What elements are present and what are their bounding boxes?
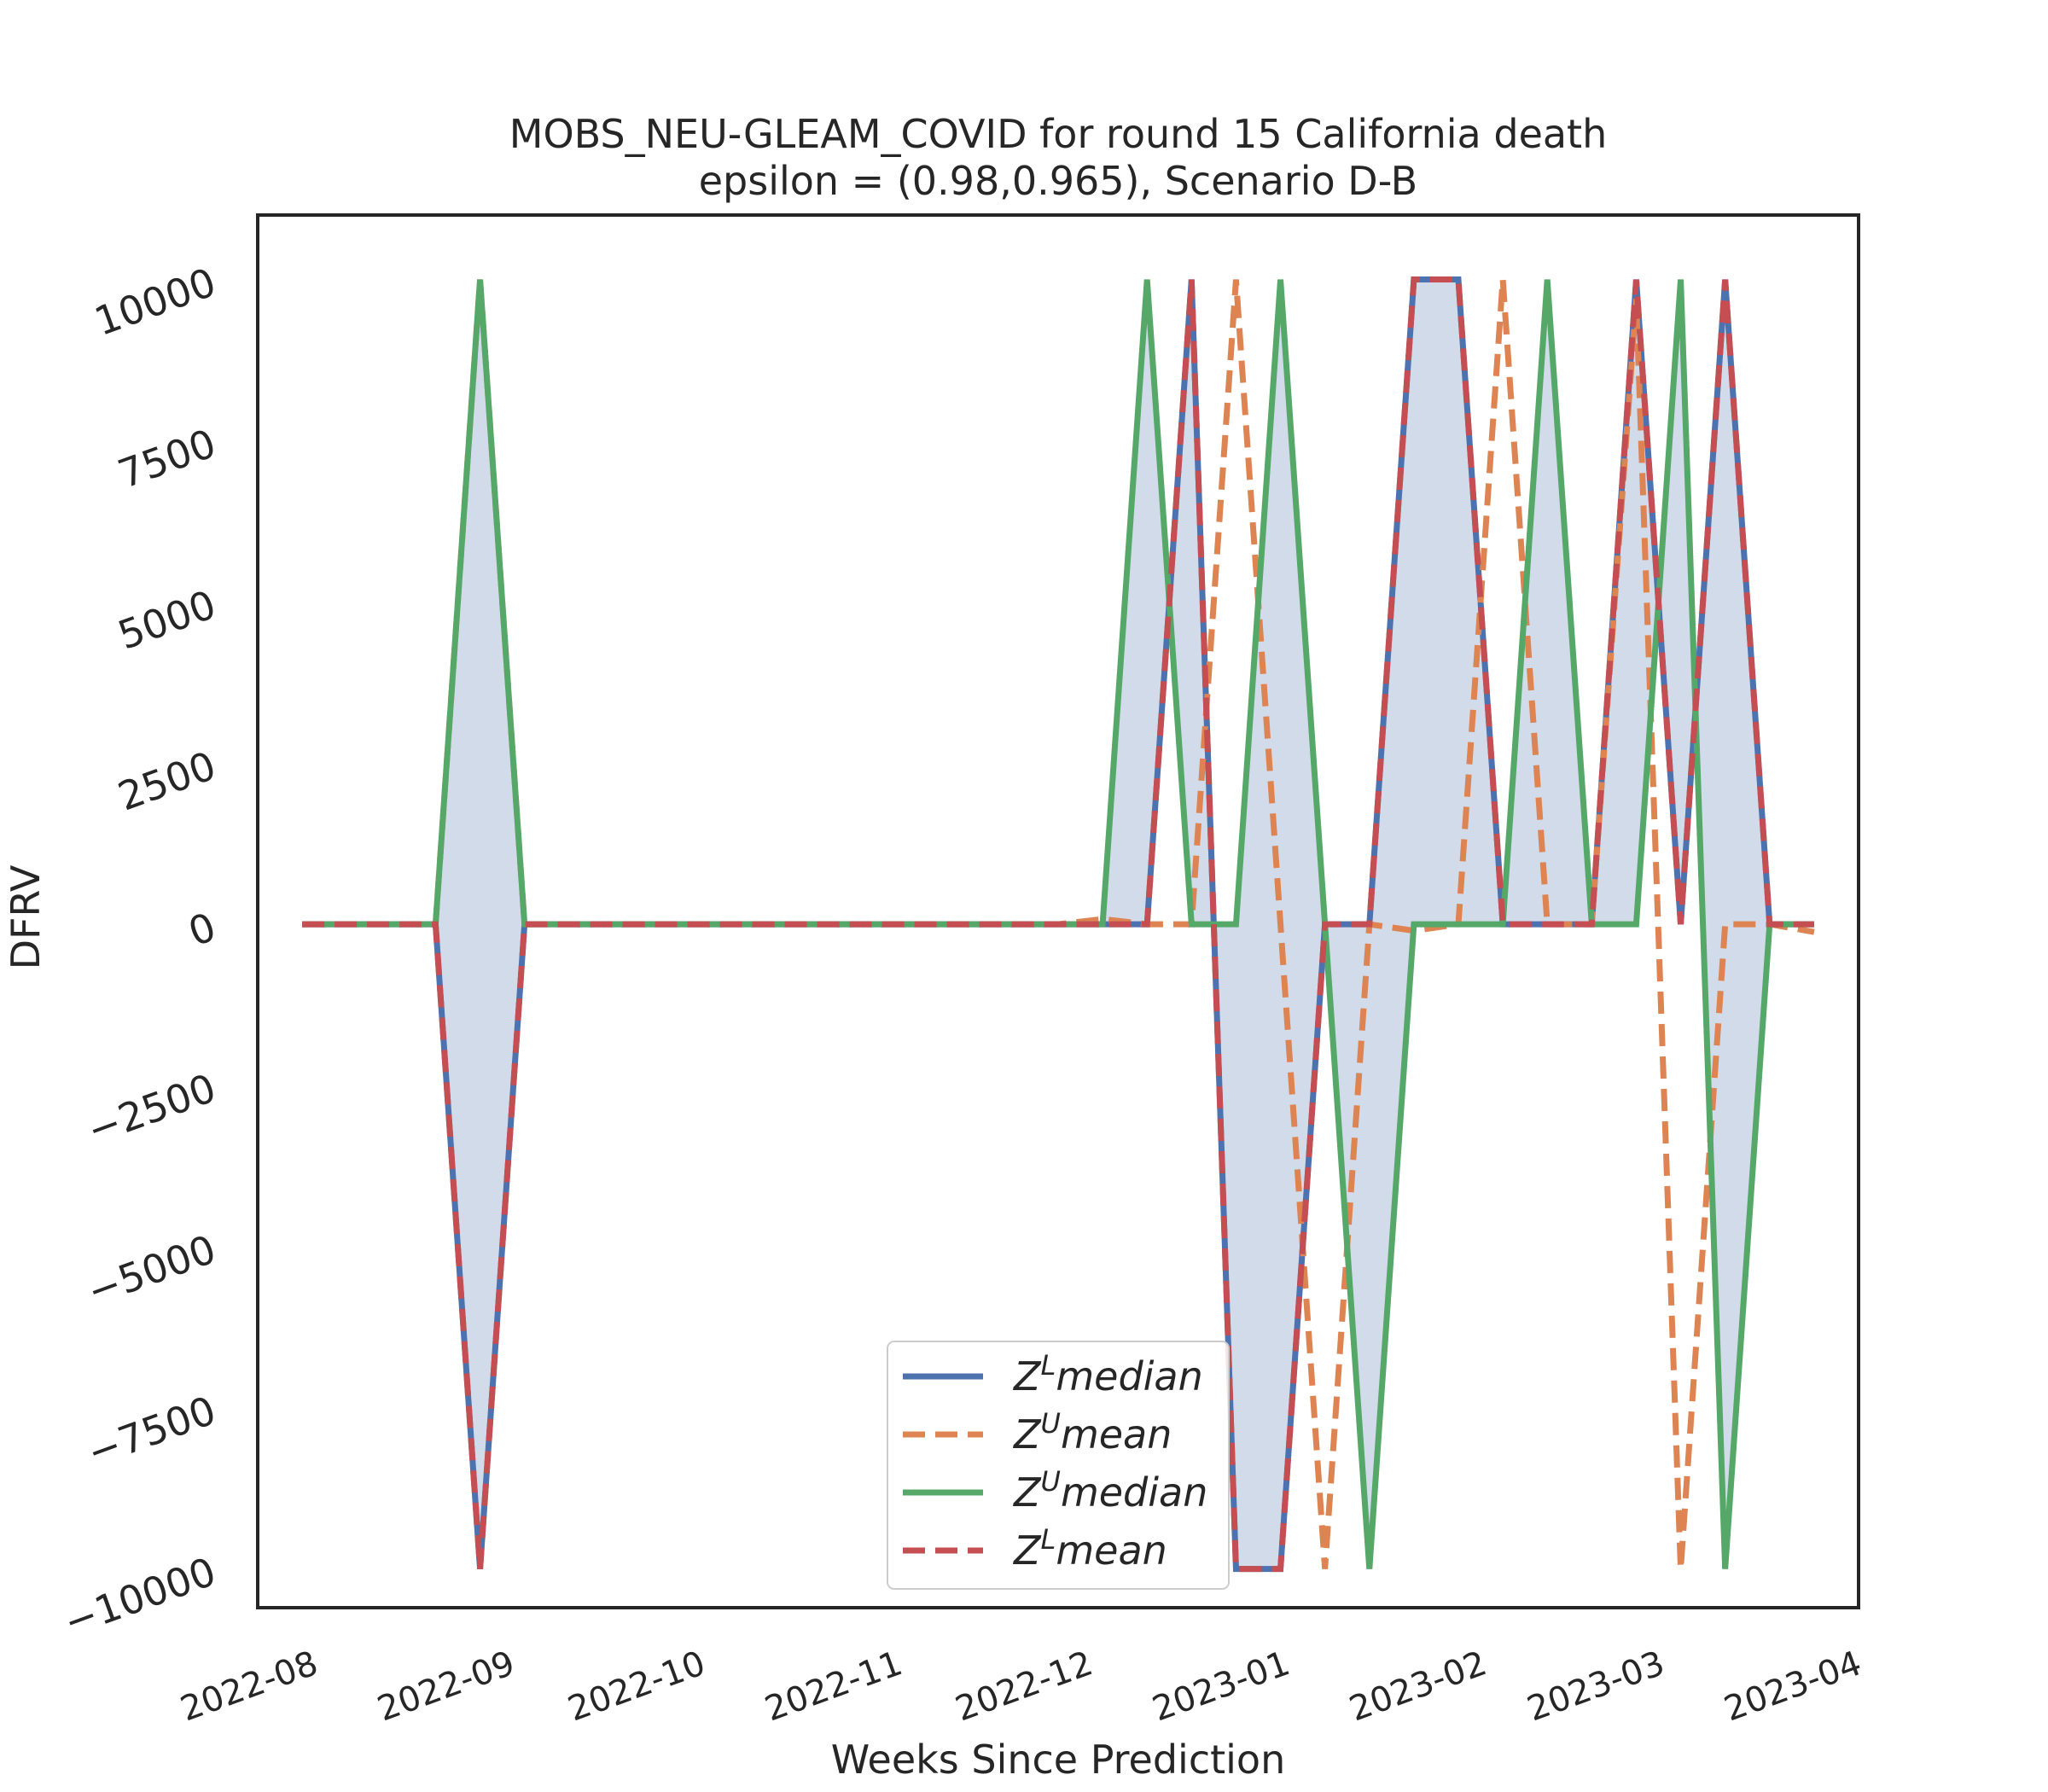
series-line-3: [302, 276, 1814, 1573]
series-layer: [302, 276, 1815, 1573]
chart-subtitle: epsilon = (0.98,0.965), Scenario D-B: [699, 158, 1418, 204]
fill-between-area: [302, 279, 1814, 1569]
plot-frame: [256, 213, 1860, 1609]
chart-title: MOBS_NEU-GLEAM_COVID for round 15 Califo…: [509, 111, 1608, 157]
x-axis-label: Weeks Since Prediction: [831, 1737, 1285, 1783]
plot-area: [302, 276, 1815, 1573]
legend-label-1: ZUmean: [1012, 1407, 1172, 1457]
legend-label-2: ZUmedian: [1012, 1465, 1207, 1516]
fill-between-layer: [302, 279, 1814, 1569]
legend-items: ZLmedian ZUmean ZUmedian ZLmean: [903, 1349, 1207, 1574]
legend-box: [887, 1341, 1230, 1590]
legend-label-0: ZLmedian: [1012, 1349, 1203, 1399]
legend-label-3: ZLmean: [1012, 1523, 1167, 1574]
legend: ZLmedian ZUmean ZUmedian ZLmean: [887, 1341, 1230, 1590]
y-axis-label: DFRV: [3, 864, 49, 969]
